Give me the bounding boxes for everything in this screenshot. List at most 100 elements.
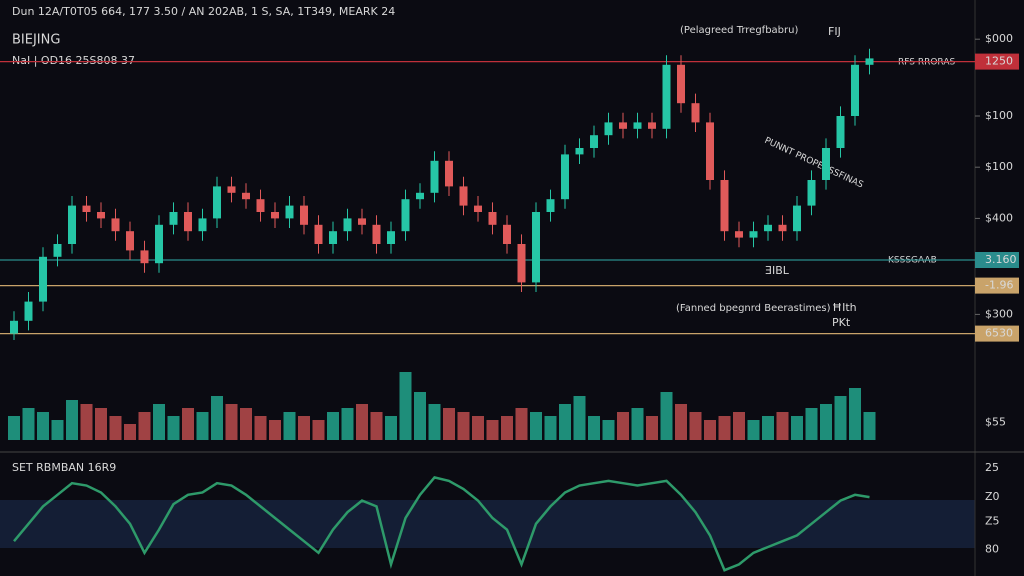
level-badge: [975, 325, 1019, 342]
volume-bar: [704, 420, 716, 440]
volume-bar: [66, 400, 78, 440]
volume-bar: [80, 404, 93, 440]
candle-body: [82, 205, 91, 212]
volume-bar: [530, 412, 542, 440]
candle-body: [865, 58, 874, 65]
candle-body: [111, 218, 120, 232]
candle-body: [749, 231, 758, 238]
candle-body: [662, 64, 671, 129]
volume-bar: [153, 404, 165, 440]
y-tick-label: Z0: [985, 490, 1000, 503]
level-label: 1250: [985, 55, 1013, 68]
candle-body: [474, 205, 482, 212]
candle-body: [430, 160, 439, 193]
candle-body: [459, 186, 468, 206]
candle-body: [691, 103, 700, 123]
volume-bar: [8, 416, 20, 440]
candle-body: [256, 199, 265, 212]
candle-body: [793, 205, 801, 232]
candle-body: [648, 122, 656, 129]
volume-bar: [95, 408, 107, 440]
candle-body: [126, 231, 134, 251]
volume-bar: [472, 416, 484, 440]
annotation: PKt: [832, 316, 851, 329]
candle-body: [198, 218, 207, 232]
volume-bar: [196, 412, 209, 440]
candle-body: [401, 199, 410, 232]
candle-body: [358, 218, 366, 225]
candle-body: [851, 64, 859, 116]
candle-body: [343, 218, 352, 232]
level-badge: [975, 252, 1019, 268]
volume-bar: [733, 412, 745, 440]
y-tick-label: Z5: [985, 514, 1000, 527]
volume-bar: [182, 408, 194, 440]
volume-bar: [617, 412, 629, 440]
candle-body: [619, 122, 627, 129]
candle-body: [822, 148, 830, 180]
volume-bar: [341, 408, 354, 440]
level-badge: [975, 277, 1019, 294]
oscillator-line: [13, 476, 870, 572]
annotation: (Fanned bpegnrd Beerastimes): [676, 303, 831, 314]
annotation: FIJ: [828, 25, 841, 38]
candle-body: [590, 135, 598, 148]
header: Dun 12A/T0T05 664, 177 3.50 / AN 202AB, …: [12, 5, 395, 18]
volume-bar: [283, 412, 296, 440]
volume-bar: [254, 416, 267, 440]
volume-bar: [51, 420, 64, 440]
candle-body: [169, 212, 178, 225]
volume-bar: [776, 412, 789, 440]
volume-bar: [515, 408, 528, 440]
volume-bar: [269, 420, 281, 440]
candle-body: [285, 205, 294, 219]
oscillator-band: [0, 500, 975, 548]
candle-body: [300, 205, 308, 225]
candle-body: [706, 122, 714, 180]
candle-body: [227, 186, 236, 193]
candle-body: [517, 244, 526, 283]
candle-body: [213, 186, 221, 219]
volume-bar: [559, 404, 571, 440]
volume-bar: [327, 412, 339, 440]
volume-bar: [356, 404, 368, 440]
candle-body: [53, 244, 62, 257]
y-tick-label: $400: [985, 211, 1013, 224]
volume-bar: [486, 420, 499, 440]
candle-body: [416, 192, 424, 200]
volume-bar: [370, 412, 383, 440]
level-label: 3.160: [985, 253, 1017, 266]
volume-bar: [660, 392, 673, 440]
volume-bar: [718, 416, 731, 440]
candle-body: [314, 224, 323, 244]
volume-bar: [399, 372, 412, 440]
candle-body: [532, 212, 540, 283]
candle-body: [778, 224, 787, 232]
volume-bar: [457, 412, 470, 440]
y-tick-label: 25: [985, 461, 999, 474]
candle-body: [735, 231, 743, 238]
level-tag: RFS RRORAS: [898, 58, 955, 68]
y-tick-label: $100: [985, 109, 1013, 122]
candle-body: [488, 212, 497, 225]
volume-bar: [124, 424, 136, 440]
indicator-title: SET RBMBAN 16R9: [12, 461, 116, 474]
annotation: (Pelagreed Trregfbabru): [680, 25, 798, 36]
volume-bar: [138, 412, 151, 440]
volume-bar: [747, 420, 760, 440]
candle-body: [68, 205, 76, 244]
candle-body: [546, 199, 555, 212]
volume-bar: [588, 416, 600, 440]
volume-bar: [109, 416, 122, 440]
candle-body: [720, 180, 729, 232]
level-label: 6530: [985, 327, 1013, 340]
volume-bar: [834, 396, 847, 440]
subheader: NaI | OD16 25S808 37: [12, 54, 135, 67]
volume-bar: [443, 408, 455, 440]
volume-bar: [863, 412, 876, 440]
level-label: -1.96: [985, 279, 1013, 292]
y-tick-label: $000: [985, 32, 1013, 45]
volume-bar: [762, 416, 774, 440]
y-tick-label: 80: [985, 542, 999, 555]
volume-bar: [805, 408, 818, 440]
